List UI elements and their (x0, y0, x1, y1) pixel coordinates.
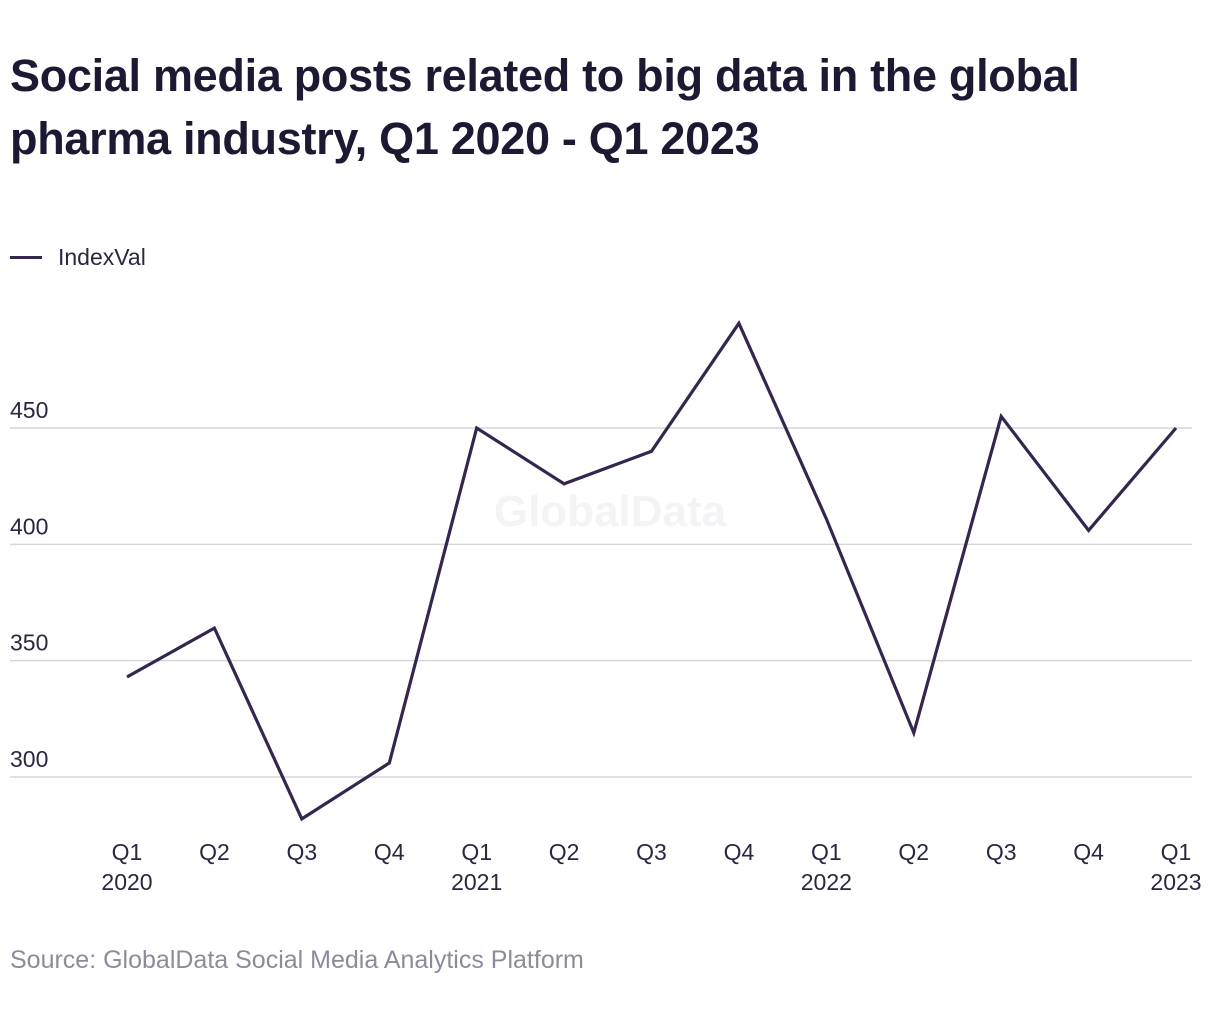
data-point-2 (300, 817, 304, 821)
x-tick-label-3: Q4 (374, 839, 405, 865)
data-point-10 (999, 414, 1003, 418)
x-tick-label-11: Q4 (1073, 839, 1104, 865)
x-tick-label-5: Q2 (549, 839, 580, 865)
legend-swatch-indexval (10, 255, 42, 259)
x-tick-label-2: Q3 (286, 839, 317, 865)
y-tick-label-300: 300 (10, 746, 48, 772)
y-tick-label-450: 450 (10, 397, 48, 423)
y-tick-label-350: 350 (10, 630, 48, 656)
x-tick-label-0: Q1 (112, 839, 143, 865)
watermark-text: GlobalData (494, 487, 727, 536)
x-tick-year-8: 2022 (801, 869, 852, 895)
data-point-0 (125, 675, 129, 679)
x-tick-label-6: Q3 (636, 839, 667, 865)
source-note: Source: GlobalData Social Media Analytic… (10, 946, 584, 974)
x-tick-year-4: 2021 (451, 869, 502, 895)
data-point-12 (1174, 426, 1178, 430)
x-tick-label-1: Q2 (199, 839, 230, 865)
data-point-1 (212, 626, 216, 630)
x-tick-label-4: Q1 (461, 839, 492, 865)
x-tick-label-10: Q3 (986, 839, 1017, 865)
data-point-4 (475, 426, 479, 430)
data-point-5 (562, 482, 566, 486)
data-point-8 (824, 517, 828, 521)
data-point-3 (387, 761, 391, 765)
data-point-11 (1087, 528, 1091, 532)
data-point-7 (737, 321, 741, 325)
x-tick-year-0: 2020 (101, 869, 152, 895)
x-tick-year-12: 2023 (1150, 869, 1201, 895)
x-tick-label-7: Q4 (724, 839, 755, 865)
legend-label-indexval: IndexVal (58, 243, 146, 270)
x-tick-label-8: Q1 (811, 839, 842, 865)
x-tick-label-9: Q2 (898, 839, 929, 865)
data-point-6 (650, 449, 654, 453)
y-tick-label-400: 400 (10, 513, 48, 539)
x-tick-label-12: Q1 (1161, 839, 1192, 865)
data-point-9 (912, 731, 916, 735)
chart-title: Social media posts related to big data i… (10, 50, 1080, 164)
legend: IndexVal (10, 242, 146, 272)
series-line-indexval (126, 320, 1178, 822)
